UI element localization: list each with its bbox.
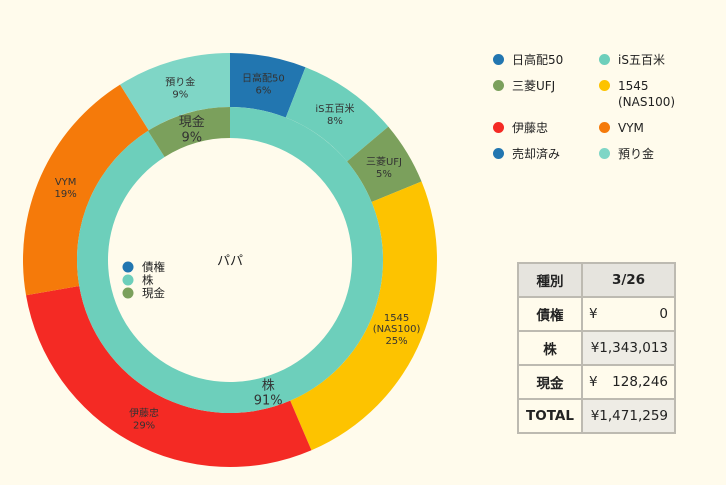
summary-row-value: ¥1,343,013 [581,330,676,366]
inner-legend-label: 株 [142,273,154,287]
outer-ring-slice-percent: 29% [133,420,155,431]
legend-item: 伊藤忠 [490,120,590,136]
legend-item: VYM [596,120,706,136]
inner-legend-dot [122,287,134,299]
summary-row-label: 債権 [517,296,583,332]
legend-label: iS五百米 [618,53,665,67]
outer-ring-slice [347,126,422,202]
summary-row-value: ¥1,471,259 [581,398,676,434]
summary-row-cash: 現金 ¥128,246 [517,364,676,400]
outer-ring-slice-label: 伊藤忠 [129,407,159,419]
summary-amount: 0 [659,306,668,322]
inner-ring-slice [148,107,230,157]
inner-legend-dot [122,261,134,273]
summary-table: 種別 3/26 債権 ¥0 株 ¥1,343,013 現金 ¥128,246 T… [517,262,676,434]
summary-header-row: 種別 3/26 [517,262,676,298]
summary-header-label: 種別 [517,262,583,298]
inner-legend-label: 債権 [142,260,165,274]
legend-swatch [599,148,610,159]
legend-label: 日高配50 [512,53,564,67]
summary-amount: ¥1,471,259 [590,408,668,424]
outer-ring-slice-percent: 8% [327,116,343,127]
legend-label: 三菱UFJ [512,79,556,93]
inner-legend-label: 現金 [142,286,165,300]
outer-ring-slice-label: 預り金 [165,75,195,88]
center-label: パパ [217,254,243,269]
legend-label: VYM [618,121,644,135]
outer-ring-slice-label: VYM [55,177,77,188]
legend-item: iS五百米 [596,52,706,68]
legend-swatch [493,80,504,91]
legend-swatch [599,80,610,91]
summary-header-date: 3/26 [581,262,676,298]
outer-ring-slice [290,181,437,451]
summary-row-value: ¥128,246 [581,364,676,400]
outer-ring-slice-percent: 9% [172,89,188,100]
inner-ring-slice-label: 現金 [179,114,205,130]
outer-ring-slice-label: 日高配50 [242,71,285,84]
legend-swatch [599,54,610,65]
outer-ring-slice [285,67,389,162]
summary-amount: ¥1,343,013 [590,340,668,356]
legend-item: 売却済み [490,146,590,162]
summary-row-stock: 株 ¥1,343,013 [517,330,676,366]
outer-ring-slice-percent: 5% [376,169,392,180]
inner-ring-slice-label: 株 [262,378,275,393]
legend-label: 預り金 [618,147,655,161]
outer-ring-slice-percent: 6% [255,85,271,96]
yen-sign: ¥ [589,374,598,390]
legend-label: 1545 (NAS100) [618,79,676,109]
outer-ring-slice-label: (NAS100) [373,324,421,335]
legend-item: 預り金 [596,146,706,162]
legend-item: 日高配50 [490,52,590,68]
summary-row-label: TOTAL [517,398,583,434]
summary-row-value: ¥0 [581,296,676,332]
legend-item: 1545 (NAS100) [596,78,706,110]
summary-amount: 128,246 [612,374,668,390]
outer-ring-slice-label: 1545 [384,313,409,324]
legend-item: 三菱UFJ [490,78,590,110]
outer-ring-slice-label: 三菱UFJ [366,156,402,168]
summary-row-bond: 債権 ¥0 [517,296,676,332]
outer-ring-slice [120,53,230,131]
outer-ring-slice [26,286,312,468]
legend-label: 売却済み [512,147,561,161]
summary-row-total: TOTAL ¥1,471,259 [517,398,676,434]
inner-ring-slice-percent: 91% [254,394,283,409]
outer-ring-slice-percent: 19% [55,189,77,200]
legend-swatch [493,122,504,133]
outer-ring-slice-percent: 25% [385,336,407,347]
inner-ring-slice-percent: 9% [181,130,202,145]
summary-row-label: 株 [517,330,583,366]
yen-sign: ¥ [589,306,598,322]
outer-ring-slice [230,53,306,118]
legend-swatch [599,122,610,133]
summary-row-label: 現金 [517,364,583,400]
outer-ring-slice-label: iS五百米 [315,102,354,115]
outer-ring-slice [22,84,149,296]
legend-label: 伊藤忠 [512,121,549,135]
chart-legend: 日高配50 iS五百米三菱UFJ 1545 (NAS100) 伊藤忠 VYM 売却済み 預り… [490,52,720,162]
inner-legend-dot [122,274,134,286]
legend-swatch [493,148,504,159]
legend-swatch [493,54,504,65]
